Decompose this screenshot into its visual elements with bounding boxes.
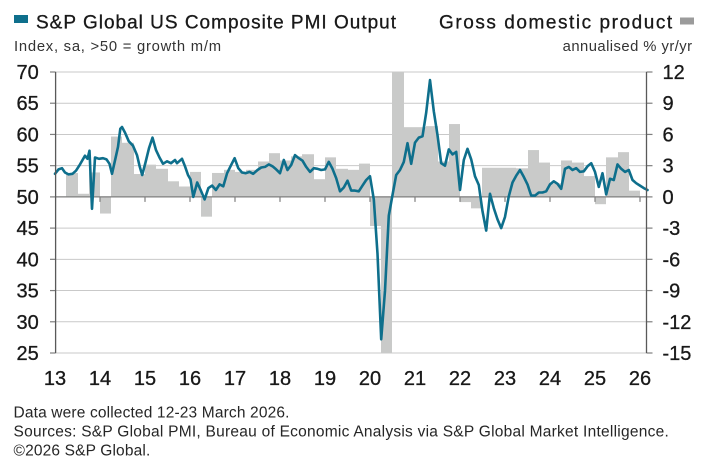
svg-text:annualised % yr/yr: annualised % yr/yr	[563, 39, 693, 55]
svg-text:9: 9	[663, 93, 674, 115]
svg-text:15: 15	[134, 368, 156, 390]
svg-text:-3: -3	[663, 218, 681, 240]
svg-text:35: 35	[17, 281, 39, 303]
svg-text:16: 16	[179, 368, 201, 390]
svg-text:-12: -12	[663, 312, 692, 334]
svg-text:17: 17	[224, 368, 246, 390]
svg-text:45: 45	[17, 218, 39, 240]
svg-text:Data were collected 12-23 Marc: Data were collected 12-23 March 2026.	[14, 405, 290, 422]
svg-text:60: 60	[17, 124, 39, 146]
svg-text:-15: -15	[663, 343, 692, 365]
svg-text:-6: -6	[663, 249, 681, 271]
svg-text:18: 18	[269, 368, 291, 390]
svg-text:70: 70	[17, 62, 39, 84]
svg-text:25: 25	[17, 343, 39, 365]
svg-text:40: 40	[17, 249, 39, 271]
svg-text:30: 30	[17, 312, 39, 334]
svg-text:65: 65	[17, 93, 39, 115]
svg-text:©2026 S&P Global.: ©2026 S&P Global.	[14, 443, 151, 460]
svg-text:Gross domestic product: Gross domestic product	[439, 13, 674, 34]
svg-text:22: 22	[449, 368, 471, 390]
svg-text:Index, sa, >50 = growth m/m: Index, sa, >50 = growth m/m	[14, 39, 222, 55]
svg-text:0: 0	[663, 187, 674, 209]
svg-text:S&P Global US Composite PMI Ou: S&P Global US Composite PMI Output	[36, 13, 397, 34]
svg-text:26: 26	[629, 368, 651, 390]
svg-text:Sources: S&P Global PMI, Burea: Sources: S&P Global PMI, Bureau of Econo…	[14, 424, 670, 441]
svg-text:-9: -9	[663, 281, 681, 303]
svg-text:50: 50	[17, 187, 39, 209]
svg-text:19: 19	[314, 368, 336, 390]
svg-text:3: 3	[663, 156, 674, 178]
svg-text:23: 23	[494, 368, 516, 390]
svg-text:24: 24	[539, 368, 561, 390]
svg-text:25: 25	[584, 368, 606, 390]
svg-text:20: 20	[359, 368, 381, 390]
svg-text:13: 13	[44, 368, 66, 390]
svg-text:6: 6	[663, 124, 674, 146]
svg-text:55: 55	[17, 156, 39, 178]
svg-text:14: 14	[89, 368, 111, 390]
svg-text:21: 21	[404, 368, 426, 390]
svg-text:12: 12	[663, 62, 685, 84]
